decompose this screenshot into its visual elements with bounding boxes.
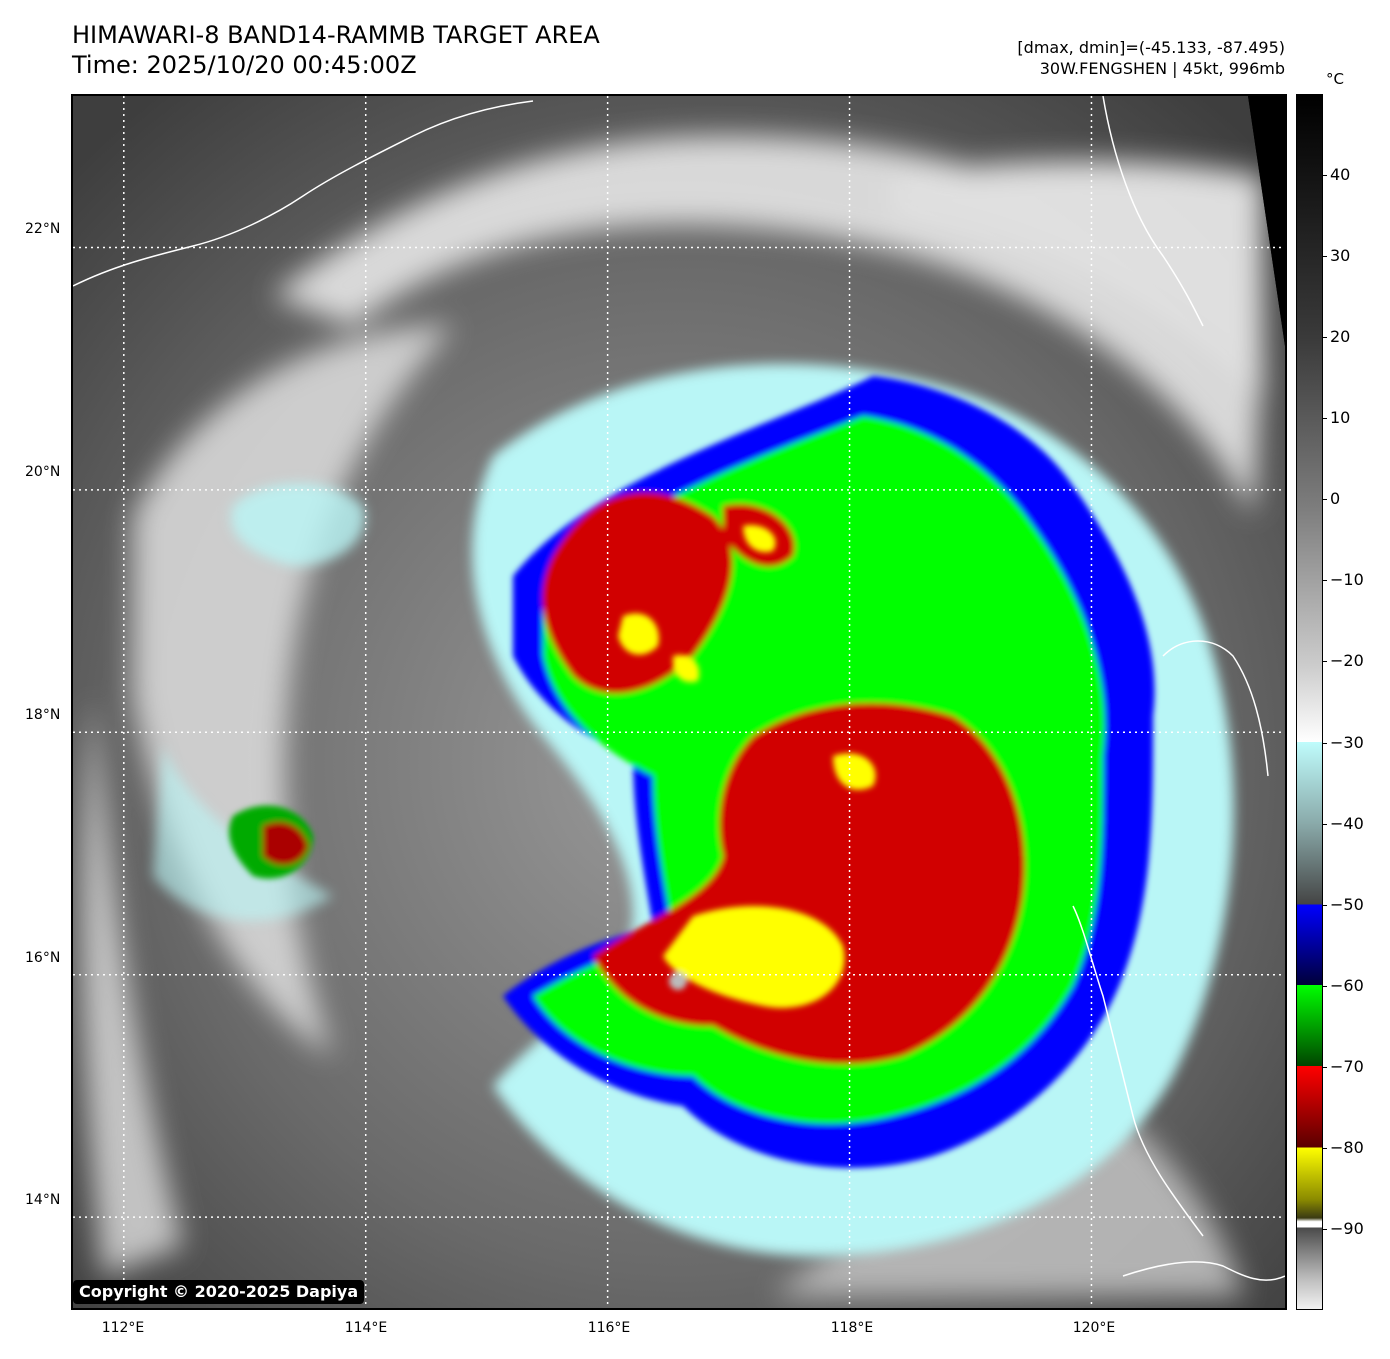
lon-label-118: 118°E bbox=[830, 1320, 874, 1336]
satellite-map bbox=[71, 94, 1287, 1310]
lon-label-112: 112°E bbox=[101, 1320, 145, 1336]
colorbar-tick-mark bbox=[1322, 418, 1327, 420]
copyright-label: Copyright © 2020-2025 Dapiya bbox=[73, 1280, 365, 1304]
colorbar-tick-mark bbox=[1322, 1066, 1327, 1068]
satellite-image bbox=[73, 96, 1285, 1308]
colorbar-tick-label: 0 bbox=[1330, 489, 1341, 509]
colorbar-tick-label: −20 bbox=[1330, 651, 1364, 671]
title-line-1: HIMAWARI-8 BAND14-RAMMB TARGET AREA bbox=[72, 21, 600, 49]
colorbar-tick-mark bbox=[1322, 580, 1327, 582]
colorbar-tick-mark bbox=[1322, 499, 1327, 501]
colorbar-tick-label: 10 bbox=[1330, 408, 1351, 428]
lat-label-20: 20°N bbox=[25, 464, 61, 480]
lat-label-14: 14°N bbox=[25, 1192, 61, 1208]
storm-text: 30W.FENGSHEN | 45kt, 996mb bbox=[1039, 59, 1285, 78]
colorbar-tick-label: −80 bbox=[1330, 1137, 1364, 1157]
lon-label-120: 120°E bbox=[1072, 1320, 1116, 1336]
title-line-2: Time: 2025/10/20 00:45:00Z bbox=[72, 51, 417, 79]
colorbar-tick-label: −40 bbox=[1330, 813, 1364, 833]
colorbar-tick-mark bbox=[1322, 985, 1327, 987]
lat-label-16: 16°N bbox=[25, 950, 61, 966]
lon-label-116: 116°E bbox=[587, 1320, 631, 1336]
colorbar-tick-mark bbox=[1322, 904, 1327, 906]
colorbar-tick-label: −60 bbox=[1330, 975, 1364, 995]
chart-title: HIMAWARI-8 BAND14-RAMMB TARGET AREA Time… bbox=[72, 20, 600, 80]
lat-label-18: 18°N bbox=[25, 707, 61, 723]
colorbar-unit: °C bbox=[1326, 70, 1344, 88]
colorbar-tick-label: 30 bbox=[1330, 246, 1351, 266]
colorbar-tick-mark bbox=[1322, 256, 1327, 258]
range-text: [dmax, dmin]=(-45.133, -87.495) bbox=[1017, 38, 1285, 57]
colorbar-tick-label: −90 bbox=[1330, 1218, 1364, 1238]
colorbar-tick-label: −30 bbox=[1330, 732, 1364, 752]
colorbar-tick-mark bbox=[1322, 337, 1327, 339]
colorbar-tick-label: −70 bbox=[1330, 1056, 1364, 1076]
colorbar-tick-label: 20 bbox=[1330, 327, 1351, 347]
lat-label-22: 22°N bbox=[25, 221, 61, 237]
colorbar-tick-mark bbox=[1322, 1228, 1327, 1230]
colorbar-tick-label: 40 bbox=[1330, 165, 1351, 185]
colorbar-tick-label: −50 bbox=[1330, 894, 1364, 914]
storm-info: [dmax, dmin]=(-45.133, -87.495) 30W.FENG… bbox=[1017, 37, 1285, 79]
colorbar-tick-mark bbox=[1322, 661, 1327, 663]
colorbar bbox=[1296, 94, 1323, 1310]
colorbar-tick-label: −10 bbox=[1330, 570, 1364, 590]
colorbar-tick-mark bbox=[1322, 823, 1327, 825]
lon-label-114: 114°E bbox=[344, 1320, 388, 1336]
colorbar-tick-mark bbox=[1322, 742, 1327, 744]
colorbar-tick-mark bbox=[1322, 1147, 1327, 1149]
colorbar-tick-mark bbox=[1322, 175, 1327, 177]
